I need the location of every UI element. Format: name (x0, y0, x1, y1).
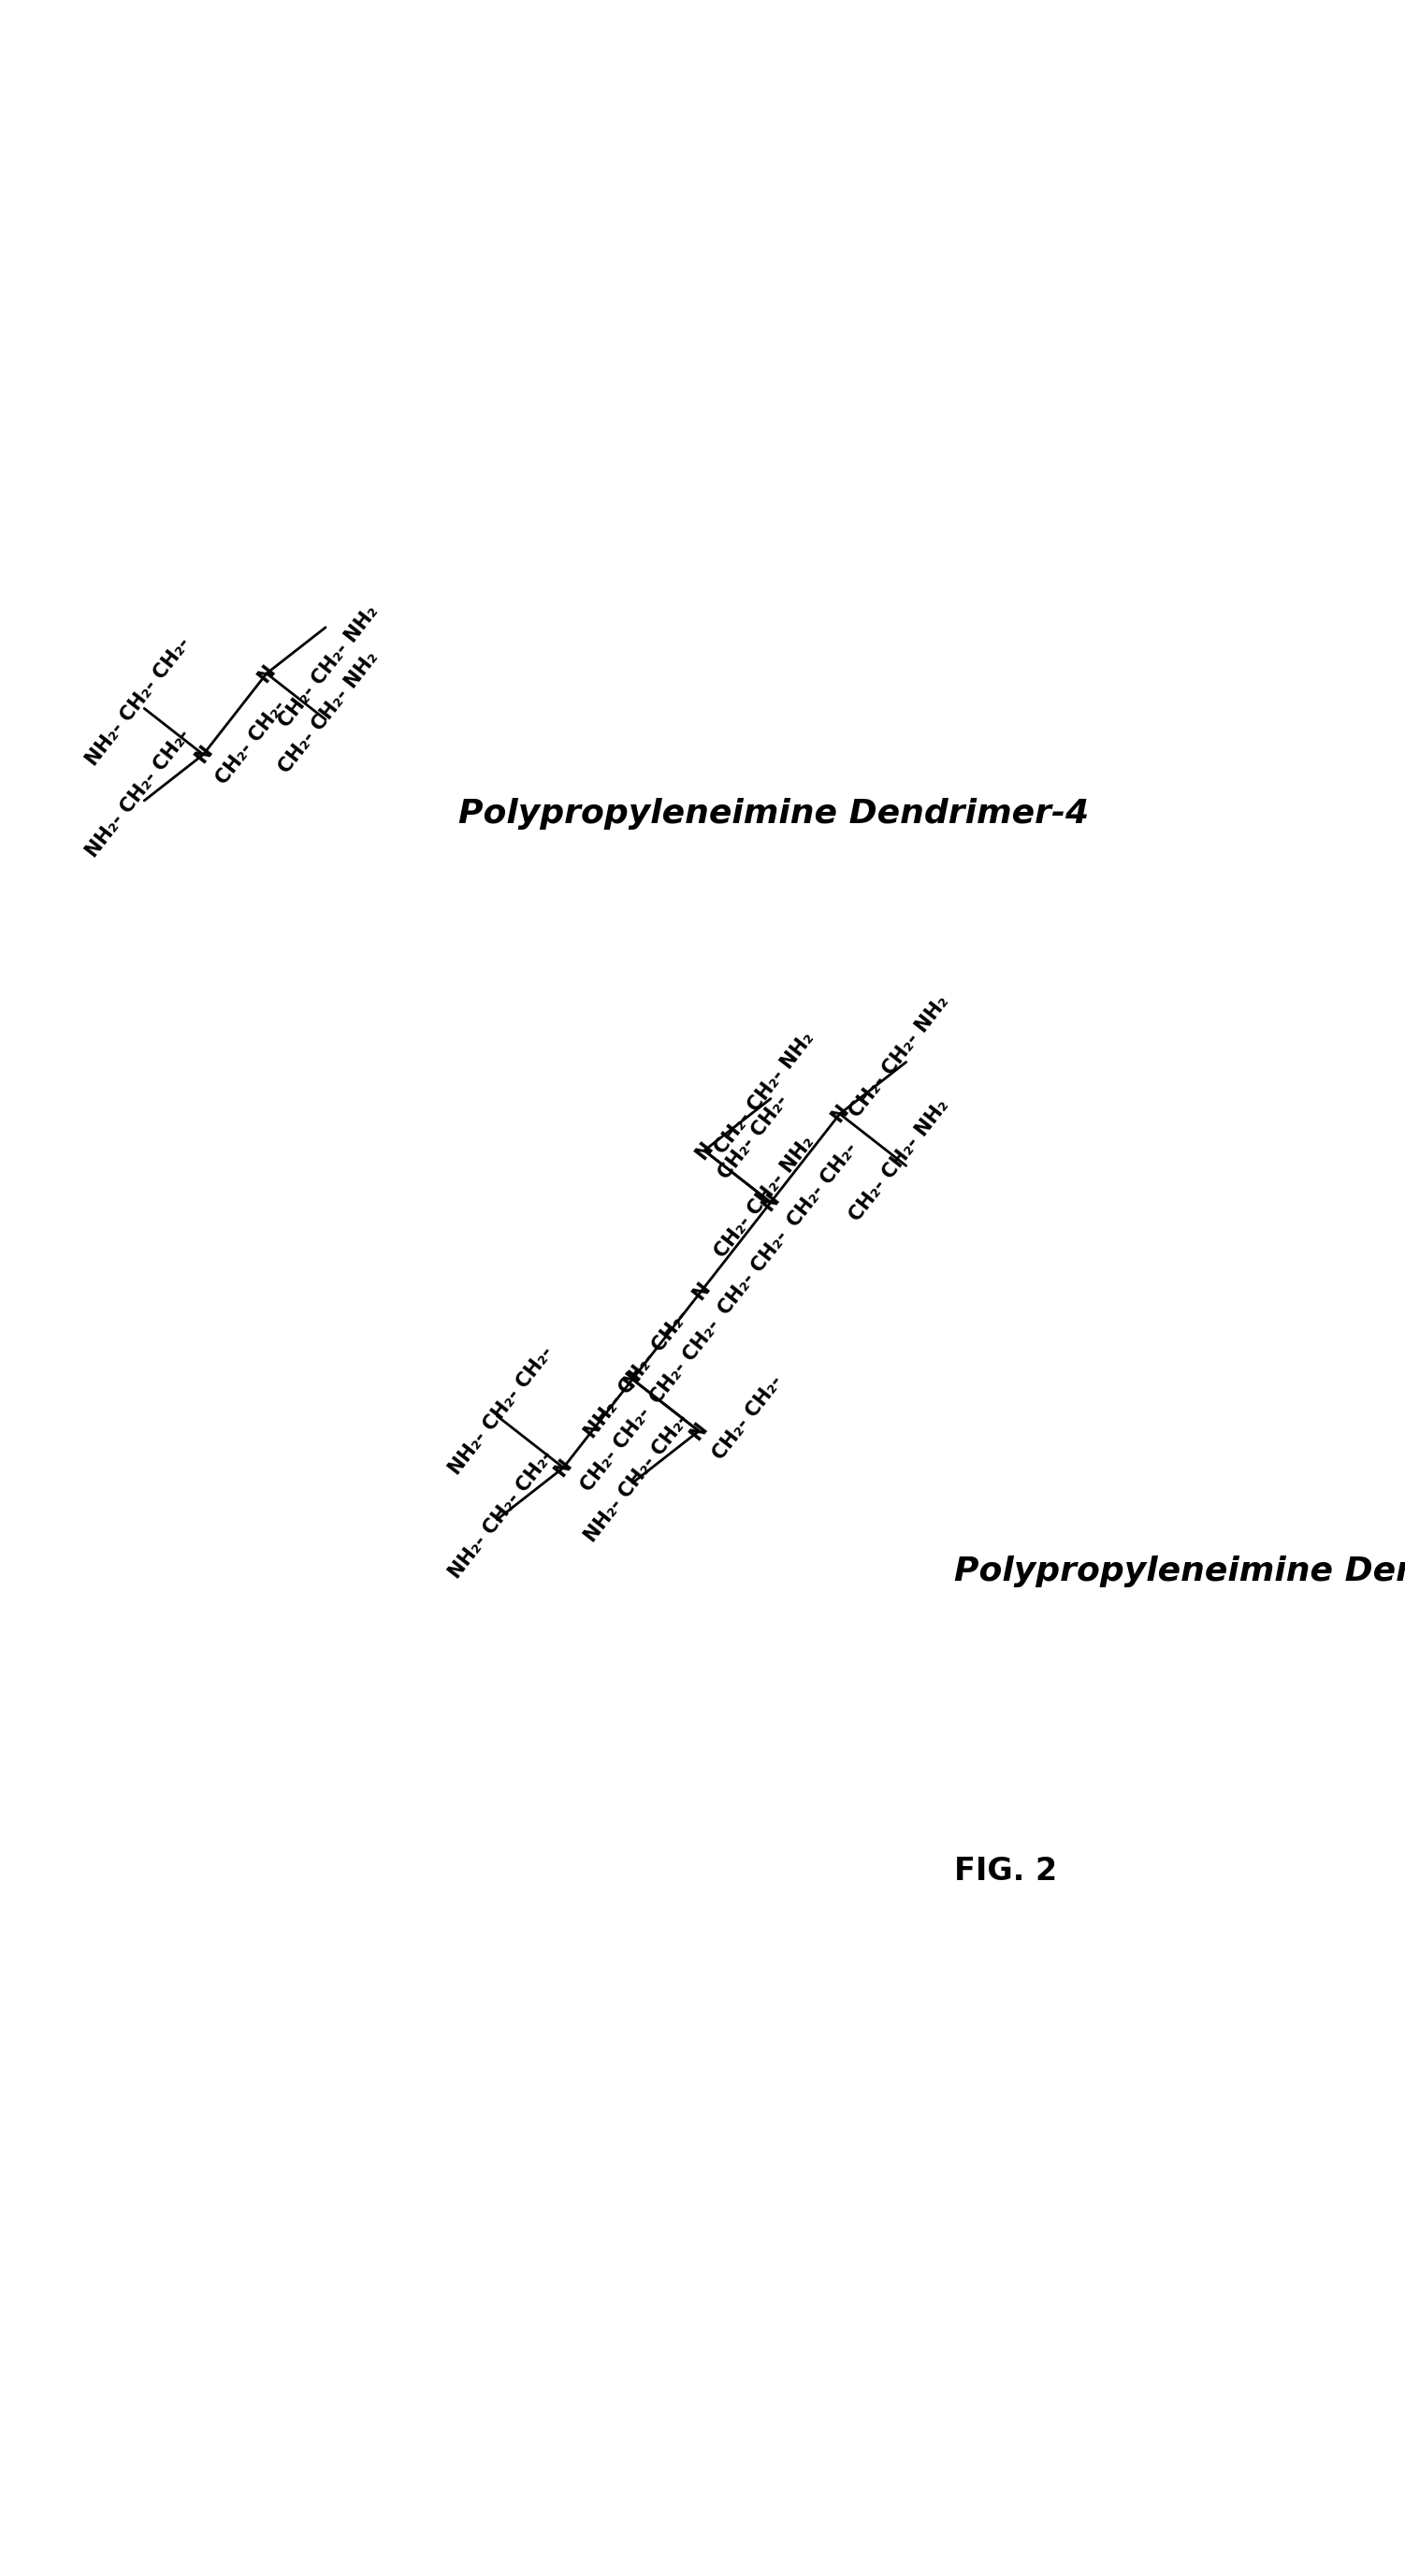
Text: CH₂- CH₂- NH₂: CH₂- CH₂- NH₂ (846, 992, 953, 1121)
Text: CH₂- CH₂-: CH₂- CH₂- (710, 1373, 787, 1463)
Text: NH₂- CH₂- CH₂-: NH₂- CH₂- CH₂- (580, 1306, 693, 1443)
Text: CH₂- CH₂- NH₂: CH₂- CH₂- NH₂ (275, 603, 382, 732)
Text: NH₂- CH₂- CH₂-: NH₂- CH₂- CH₂- (83, 634, 194, 770)
Text: CH₂- CH₂- NH₂: CH₂- CH₂- NH₂ (711, 1030, 818, 1159)
Text: NH₂- CH₂- CH₂-: NH₂- CH₂- CH₂- (445, 1448, 556, 1582)
Text: N: N (551, 1455, 576, 1479)
Text: N: N (687, 1419, 711, 1443)
Text: Polypropyleneimine Dendrimer-8: Polypropyleneimine Dendrimer-8 (954, 1556, 1405, 1587)
Text: NH₂- CH₂- CH₂-: NH₂- CH₂- CH₂- (445, 1342, 556, 1479)
Text: CH₂- CH₂-: CH₂- CH₂- (212, 698, 289, 788)
Text: CH₂- CH₂-: CH₂- CH₂- (646, 1316, 724, 1406)
Text: CH₂- CH₂- NH₂: CH₂- CH₂- NH₂ (275, 649, 382, 778)
Text: CH₂- CH₂- NH₂: CH₂- CH₂- NH₂ (711, 1133, 818, 1262)
Text: NH₂- CH₂- CH₂-: NH₂- CH₂- CH₂- (580, 1409, 693, 1546)
Text: CH₂- CH₂- NH₂: CH₂- CH₂- NH₂ (846, 1097, 953, 1226)
Text: CH₂- CH₂-: CH₂- CH₂- (577, 1404, 655, 1497)
Text: N: N (620, 1368, 645, 1391)
Text: N: N (759, 1190, 783, 1213)
Text: NH₂- CH₂- CH₂-: NH₂- CH₂- CH₂- (83, 726, 194, 860)
Text: N: N (690, 1278, 714, 1303)
Text: N: N (191, 742, 215, 768)
Text: FIG. 2: FIG. 2 (954, 1855, 1057, 1886)
Text: CH₂- CH₂-: CH₂- CH₂- (715, 1092, 791, 1182)
Text: N: N (254, 662, 280, 685)
Text: Polypropyleneimine Dendrimer-4: Polypropyleneimine Dendrimer-4 (458, 799, 1089, 829)
Text: CH₂- CH₂-: CH₂- CH₂- (715, 1229, 792, 1319)
Text: N: N (691, 1139, 717, 1162)
Text: CH₂- CH₂-: CH₂- CH₂- (784, 1139, 861, 1231)
Text: N: N (828, 1103, 853, 1126)
